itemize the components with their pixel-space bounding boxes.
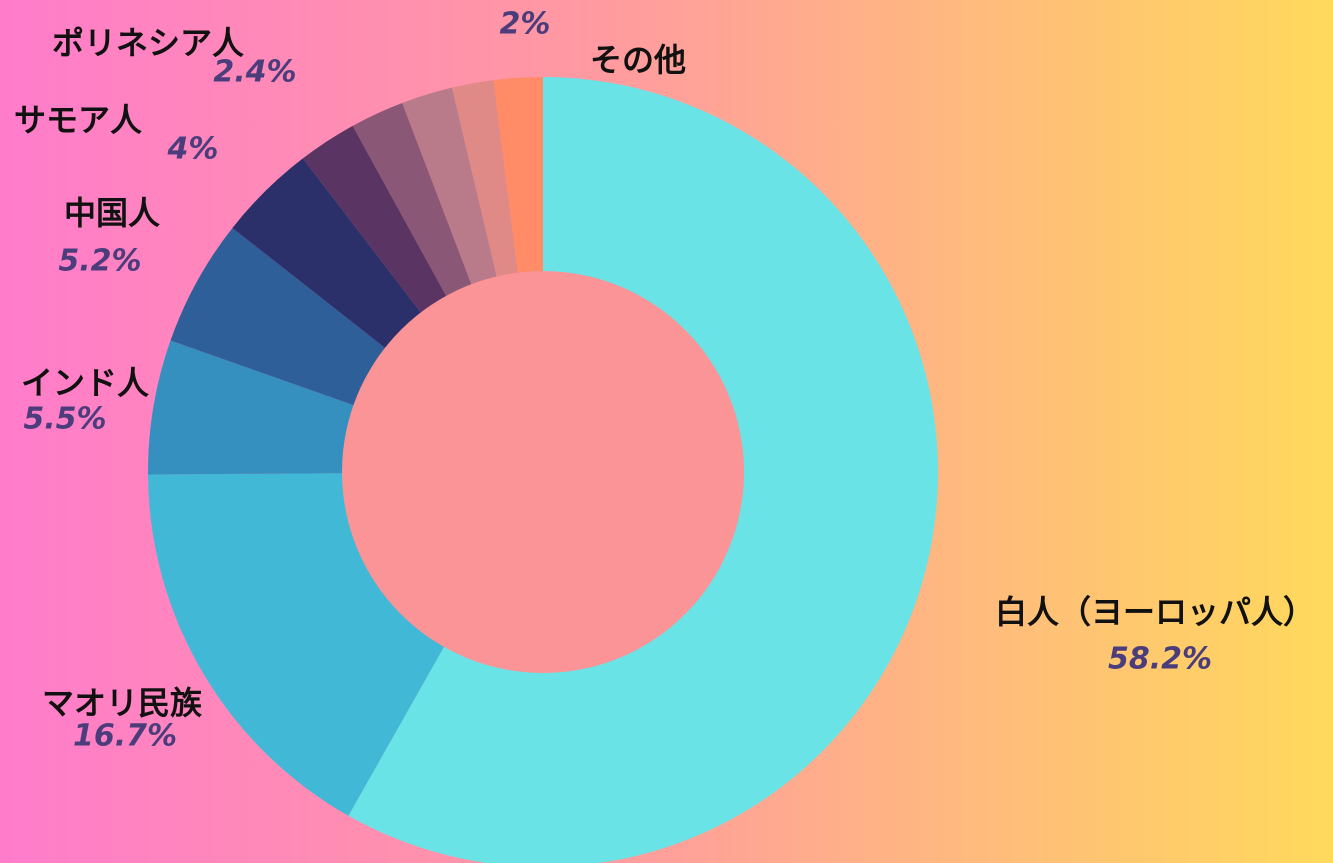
donut-hole: [342, 271, 744, 673]
value-label: 58.2%: [1108, 642, 1212, 677]
category-label: ポリネシア人: [52, 24, 244, 62]
category-label: インド人: [21, 364, 149, 402]
category-label: マオリ民族: [42, 684, 203, 722]
slice: [493, 77, 543, 294]
category-label: サモア人: [14, 101, 142, 139]
slice: [302, 125, 457, 330]
slice: [451, 80, 521, 297]
category-label: 中国人: [64, 194, 160, 232]
slice: [170, 227, 402, 413]
slice: [232, 158, 434, 361]
value-label: 4%: [167, 132, 219, 167]
value-label: 2%: [500, 7, 551, 42]
category-label: 白人（ヨーロッパ人）: [995, 593, 1315, 631]
value-label: 5.2%: [58, 244, 141, 279]
value-label: 2.4%: [213, 55, 296, 90]
slice: [148, 340, 374, 475]
value-label: 5.5%: [23, 402, 106, 437]
slice: [402, 87, 502, 304]
category-label: その他: [590, 41, 686, 79]
value-label: 16.7%: [73, 719, 177, 754]
slice: [352, 102, 479, 315]
